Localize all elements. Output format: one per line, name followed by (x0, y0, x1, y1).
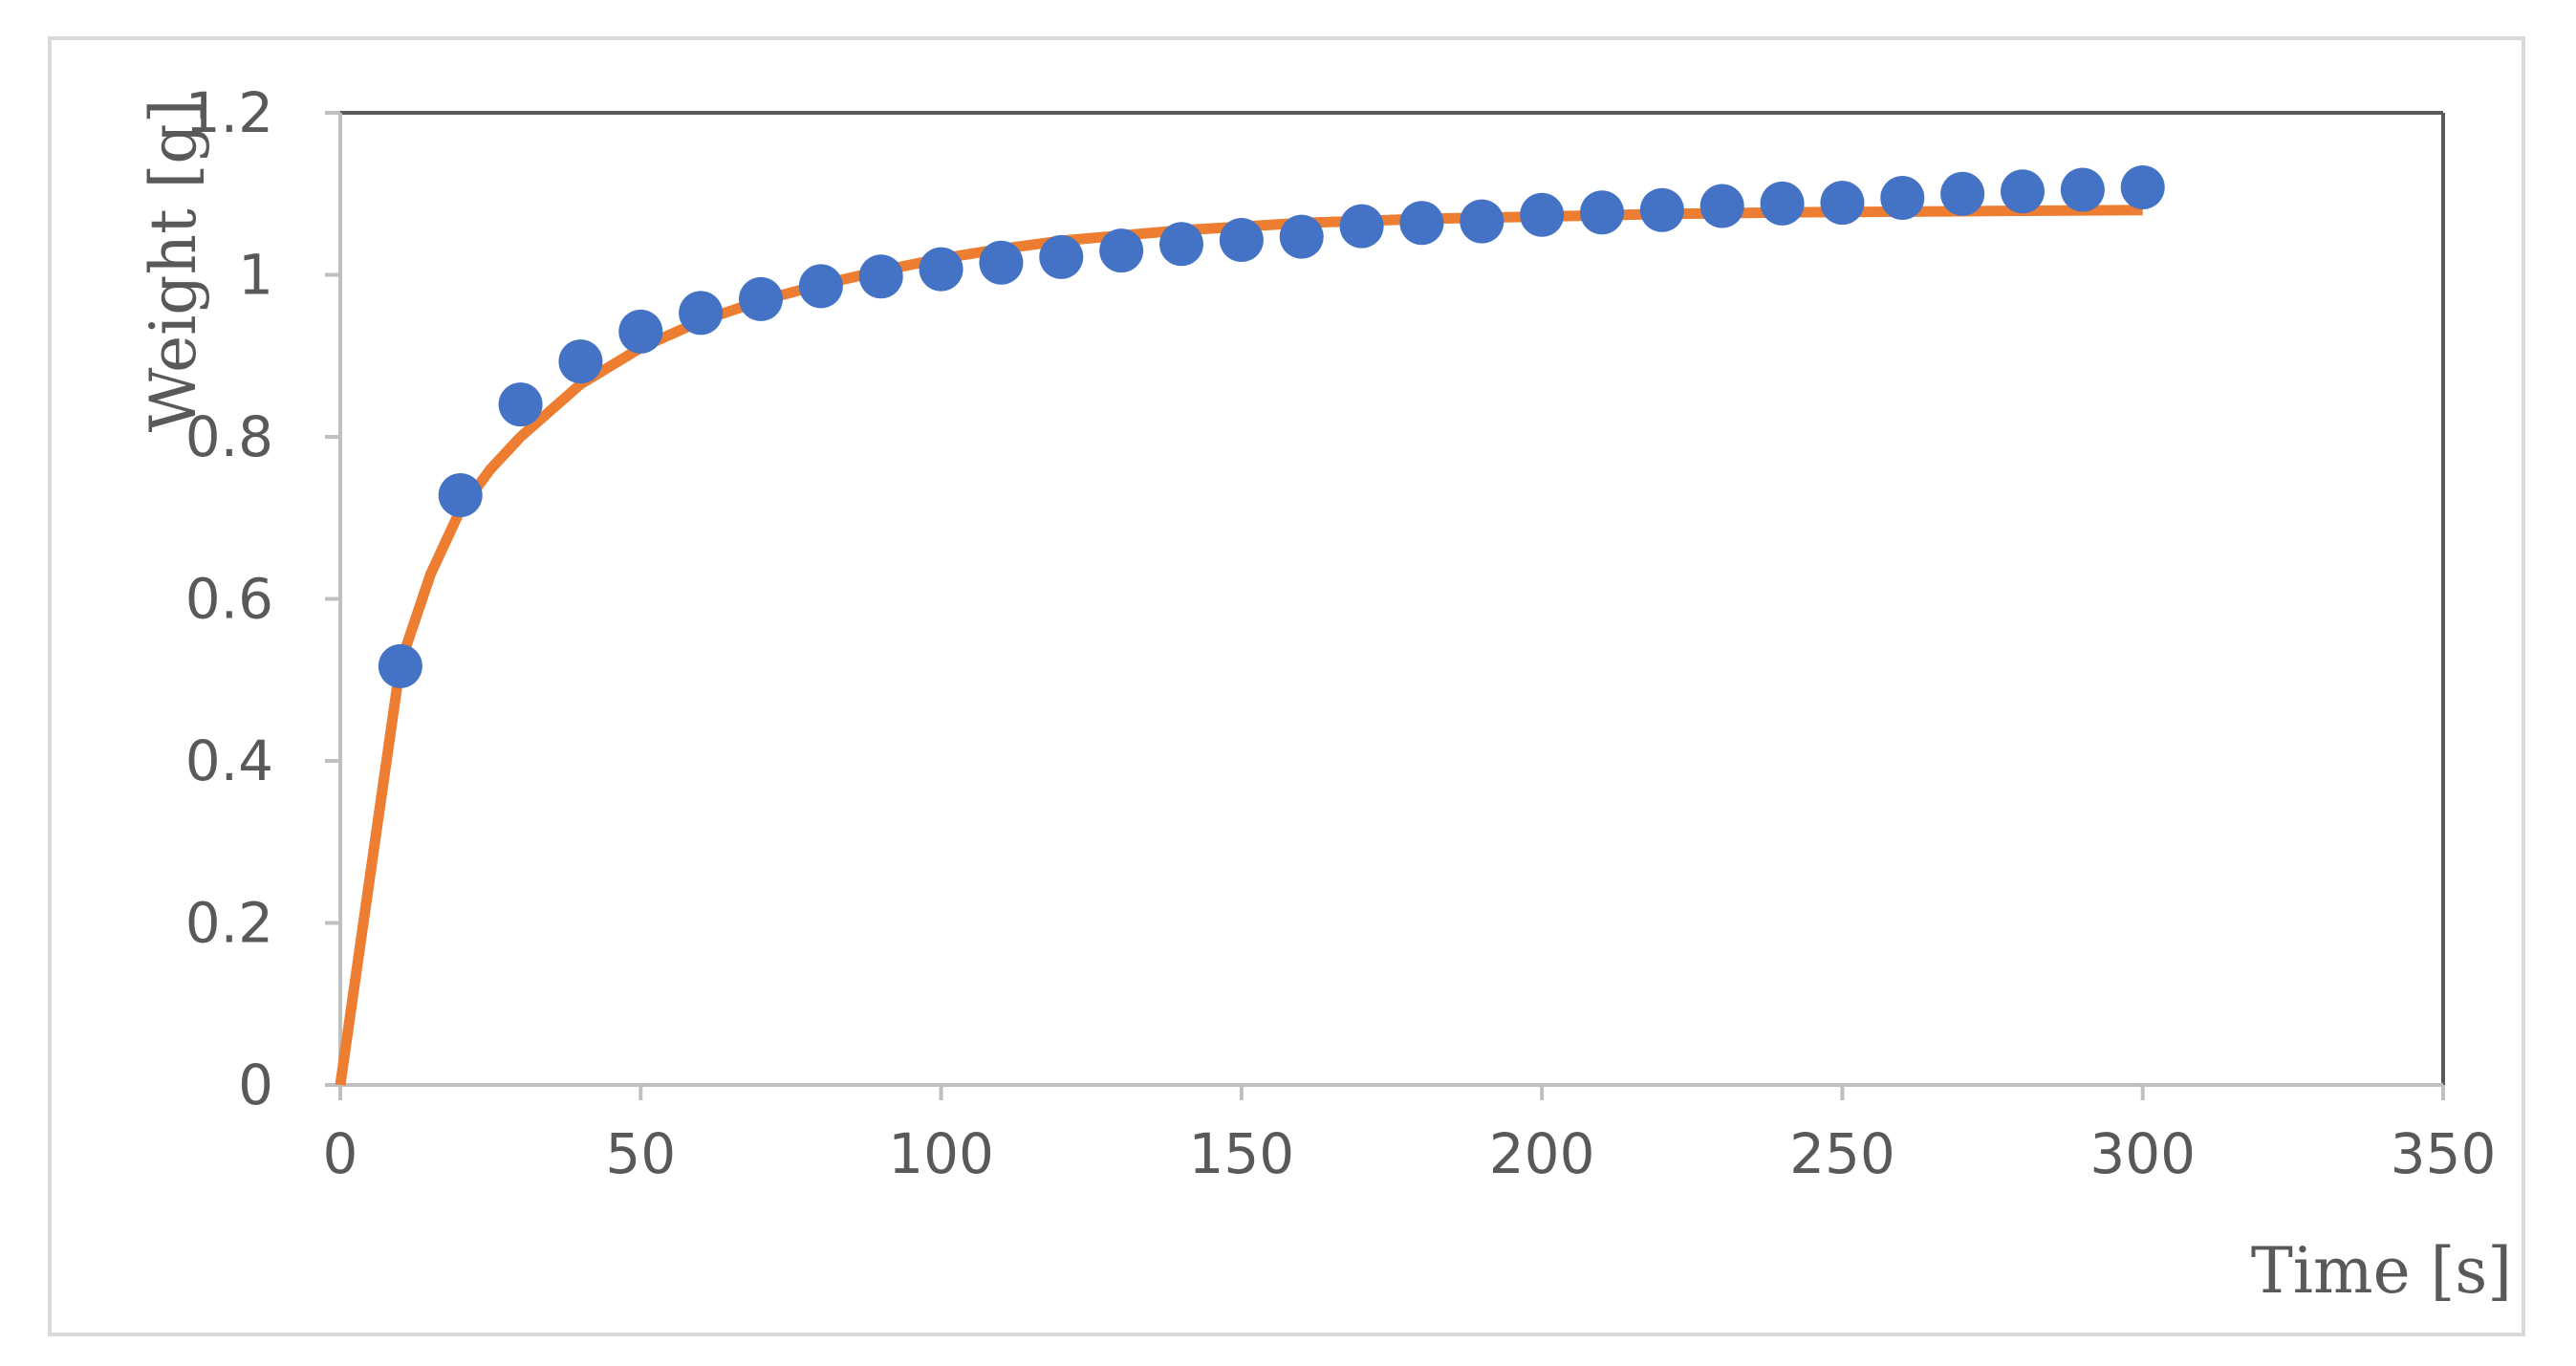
x-tick-label: 50 (605, 1121, 676, 1186)
data-point (498, 382, 543, 427)
chart-frame (48, 36, 2525, 1336)
data-point (1099, 228, 1144, 273)
data-point (2060, 167, 2105, 212)
data-point (1760, 181, 1805, 226)
x-axis-title: Time [s] (2251, 1234, 2512, 1308)
x-tick-label: 300 (2089, 1121, 2196, 1186)
y-tick-label: 0.8 (185, 404, 273, 469)
y-axis-title: Weight [g] (137, 99, 210, 433)
y-tick-label: 0.6 (185, 567, 273, 632)
data-point (1159, 222, 1203, 267)
data-point (1460, 199, 1504, 244)
x-tick-label: 250 (1789, 1121, 1895, 1186)
data-point (438, 473, 483, 518)
data-point (1219, 218, 1264, 263)
data-point (1639, 187, 1684, 232)
data-point (798, 264, 843, 309)
data-point (679, 291, 724, 336)
plot-area: 0 50 100 150 200 250 300 350 0 0.2 0.4 0.6 0.8 1 1.2 (185, 80, 2497, 1186)
data-point (1580, 190, 1624, 235)
data-point (1339, 204, 1384, 249)
data-point (1820, 181, 1865, 226)
y-tick-label: 0.4 (185, 728, 273, 793)
data-point (739, 276, 783, 321)
data-point (858, 254, 903, 299)
data-point (1520, 192, 1565, 237)
data-point (558, 339, 603, 384)
data-point (919, 247, 963, 292)
data-point (979, 240, 1024, 285)
x-tick-label: 150 (1188, 1121, 1294, 1186)
data-point (2120, 164, 2165, 209)
data-point (1699, 184, 1744, 228)
y-tick-label: 0 (238, 1052, 273, 1117)
x-tick-label: 100 (888, 1121, 994, 1186)
data-point (1039, 234, 1084, 279)
data-point (2001, 169, 2045, 214)
x-tick-label: 350 (2391, 1121, 2497, 1186)
y-tick-label: 1.2 (185, 80, 273, 145)
data-point (618, 309, 663, 354)
y-tick-label: 1 (238, 243, 273, 308)
data-point (1279, 214, 1324, 259)
data-point (1880, 175, 1925, 220)
x-tick-label: 200 (1489, 1121, 1595, 1186)
data-point (1399, 201, 1444, 246)
x-tick-label: 0 (323, 1121, 358, 1186)
data-point (378, 643, 422, 688)
y-tick-label: 0.2 (185, 891, 273, 956)
data-point (1940, 171, 1985, 216)
